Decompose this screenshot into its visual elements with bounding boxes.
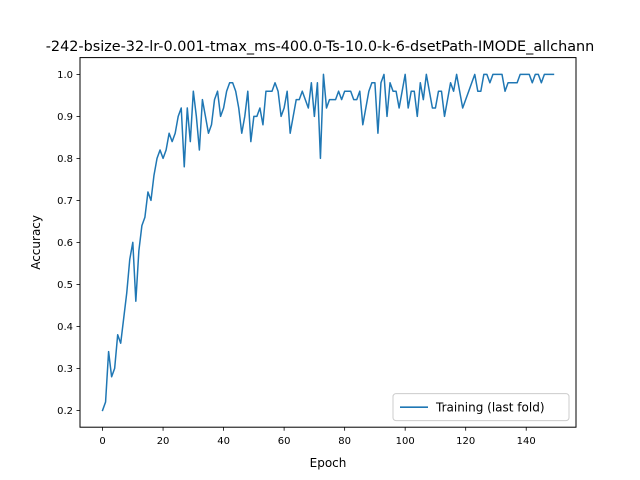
x-axis-label: Epoch [310,456,347,470]
x-tick-label: 40 [217,436,230,447]
y-tick-label: 0.6 [57,238,73,249]
y-tick-label: 1.0 [57,70,73,81]
y-tick-label: 0.5 [57,280,73,291]
x-tick-label: 0 [99,436,105,447]
series-layer [101,73,555,412]
y-axis-label: Accuracy [29,215,43,270]
x-axis-ticks: 0 20 40 60 80 100 120 140 [99,427,536,447]
y-tick-label: 0.3 [57,364,73,375]
y-tick-label: 0.8 [57,154,73,165]
y-tick-label: 0.2 [57,406,73,417]
series-line-0 [101,73,555,412]
y-axis-ticks: 0.2 0.3 0.4 0.5 0.6 0.7 0.8 0.9 1.0 [57,70,80,417]
y-tick-label: 0.4 [57,322,73,333]
x-tick-label: 60 [278,436,291,447]
x-tick-label: 140 [517,436,536,447]
chart-title: -242-bsize-32-lr-0.001-tmax_ms-400.0-Ts-… [46,39,595,55]
legend-box [392,393,570,422]
x-tick-label: 100 [396,436,415,447]
x-tick-label: 80 [338,436,351,447]
plot-area: 0 20 40 60 80 100 120 140 0.2 0.3 0.4 0.5 0.6 0.7 0.8… [57,57,577,447]
legend[interactable]: Training (last fold) [392,393,570,422]
x-tick-label: 20 [157,436,170,447]
legend-label: Training (last fold) [435,401,545,415]
axes-frame [79,57,577,428]
x-tick-label: 120 [456,436,475,447]
y-tick-label: 0.7 [57,196,73,207]
y-tick-label: 0.9 [57,112,73,123]
